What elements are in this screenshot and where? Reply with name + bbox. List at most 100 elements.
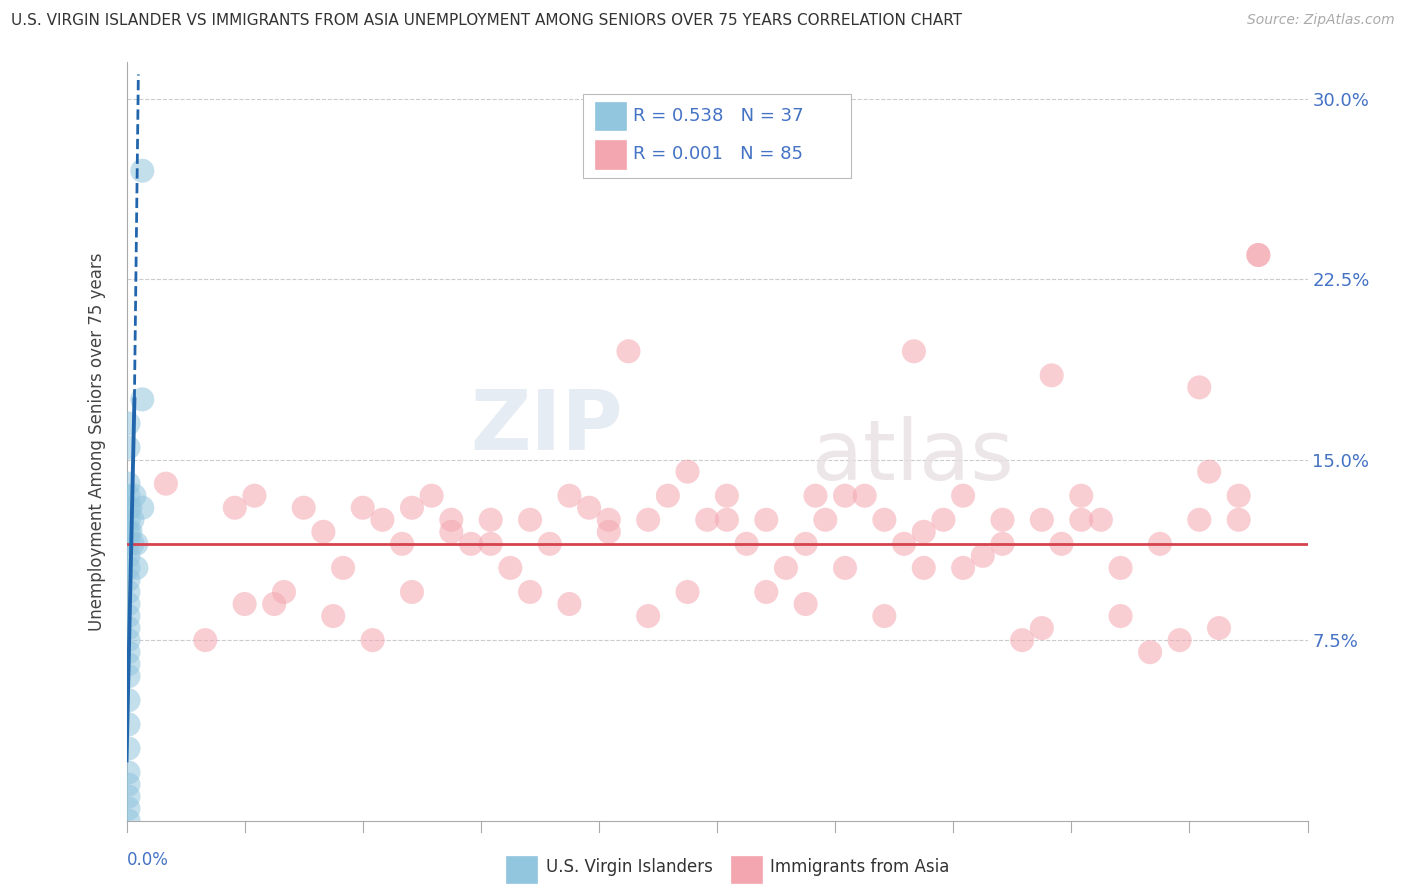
Point bbox=[117, 789, 139, 804]
Point bbox=[637, 609, 659, 624]
Point bbox=[617, 344, 640, 359]
Point bbox=[332, 561, 354, 575]
Point bbox=[117, 621, 139, 635]
Point bbox=[538, 537, 561, 551]
Text: R = 0.538   N = 37: R = 0.538 N = 37 bbox=[633, 107, 803, 125]
Point bbox=[420, 489, 443, 503]
Point bbox=[401, 500, 423, 515]
Point bbox=[117, 717, 139, 731]
Point bbox=[117, 524, 139, 539]
Point bbox=[224, 500, 246, 515]
Point bbox=[440, 524, 463, 539]
Text: Immigrants from Asia: Immigrants from Asia bbox=[770, 858, 950, 876]
Point bbox=[1149, 537, 1171, 551]
Point bbox=[1109, 609, 1132, 624]
Text: Source: ZipAtlas.com: Source: ZipAtlas.com bbox=[1247, 13, 1395, 28]
Point bbox=[124, 489, 146, 503]
Point bbox=[117, 814, 139, 828]
Point bbox=[1198, 465, 1220, 479]
Point bbox=[391, 537, 413, 551]
Point bbox=[117, 549, 139, 563]
Point bbox=[1070, 513, 1092, 527]
Point bbox=[1040, 368, 1063, 383]
Text: R = 0.001   N = 85: R = 0.001 N = 85 bbox=[633, 145, 803, 163]
Point bbox=[794, 597, 817, 611]
Point bbox=[637, 513, 659, 527]
Point bbox=[519, 585, 541, 599]
Point bbox=[873, 609, 896, 624]
Point bbox=[117, 645, 139, 659]
Point bbox=[893, 537, 915, 551]
Point bbox=[558, 489, 581, 503]
Point bbox=[117, 597, 139, 611]
Point bbox=[1227, 489, 1250, 503]
Text: U.S. Virgin Islanders: U.S. Virgin Islanders bbox=[546, 858, 713, 876]
Point bbox=[804, 489, 827, 503]
Point bbox=[716, 513, 738, 527]
Point bbox=[853, 489, 876, 503]
Point bbox=[131, 500, 153, 515]
Point bbox=[479, 537, 502, 551]
Point bbox=[499, 561, 522, 575]
Point bbox=[814, 513, 837, 527]
Point bbox=[991, 537, 1014, 551]
Point bbox=[121, 513, 143, 527]
Point bbox=[972, 549, 994, 563]
Text: ZIP: ZIP bbox=[470, 386, 623, 467]
Point bbox=[1168, 633, 1191, 648]
Point bbox=[1188, 513, 1211, 527]
Point bbox=[117, 633, 139, 648]
Point bbox=[1227, 513, 1250, 527]
Point bbox=[243, 489, 266, 503]
Point bbox=[117, 609, 139, 624]
Point bbox=[460, 537, 482, 551]
Point bbox=[371, 513, 394, 527]
Point bbox=[1139, 645, 1161, 659]
Point bbox=[312, 524, 335, 539]
Point bbox=[912, 561, 935, 575]
Point bbox=[273, 585, 295, 599]
Point bbox=[1208, 621, 1230, 635]
Point bbox=[834, 561, 856, 575]
Point bbox=[755, 513, 778, 527]
Point bbox=[322, 609, 344, 624]
Point bbox=[578, 500, 600, 515]
Point bbox=[676, 465, 699, 479]
Point bbox=[117, 778, 139, 792]
Point bbox=[117, 417, 139, 431]
Point bbox=[155, 476, 177, 491]
Point bbox=[117, 585, 139, 599]
Point bbox=[952, 561, 974, 575]
Point bbox=[117, 561, 139, 575]
Point bbox=[440, 513, 463, 527]
Point bbox=[1188, 380, 1211, 394]
Point bbox=[1011, 633, 1033, 648]
Point bbox=[1109, 561, 1132, 575]
Point bbox=[873, 513, 896, 527]
Point bbox=[912, 524, 935, 539]
Point bbox=[194, 633, 217, 648]
Point bbox=[120, 500, 142, 515]
Point bbox=[932, 513, 955, 527]
Point bbox=[676, 585, 699, 599]
Point bbox=[131, 392, 153, 407]
Point bbox=[1247, 248, 1270, 262]
Y-axis label: Unemployment Among Seniors over 75 years: Unemployment Among Seniors over 75 years bbox=[87, 252, 105, 631]
Point bbox=[121, 537, 143, 551]
Point bbox=[558, 597, 581, 611]
Point bbox=[117, 669, 139, 683]
Point bbox=[755, 585, 778, 599]
Point bbox=[117, 441, 139, 455]
Point bbox=[1090, 513, 1112, 527]
Point bbox=[1070, 489, 1092, 503]
Point bbox=[125, 537, 148, 551]
Point bbox=[479, 513, 502, 527]
Point bbox=[263, 597, 285, 611]
Text: 0.0%: 0.0% bbox=[127, 851, 169, 869]
Point bbox=[794, 537, 817, 551]
Point bbox=[519, 513, 541, 527]
Point bbox=[117, 476, 139, 491]
Point bbox=[1050, 537, 1073, 551]
Point bbox=[117, 741, 139, 756]
Point bbox=[352, 500, 374, 515]
